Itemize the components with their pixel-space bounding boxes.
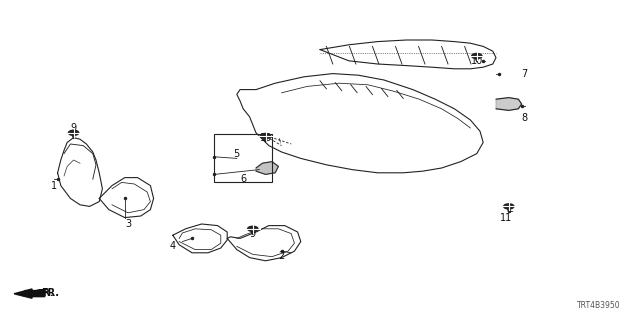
Polygon shape bbox=[14, 289, 45, 298]
Text: 10: 10 bbox=[470, 56, 483, 66]
Text: 7: 7 bbox=[522, 68, 528, 79]
Text: 8: 8 bbox=[522, 113, 528, 124]
Circle shape bbox=[472, 53, 482, 59]
Circle shape bbox=[68, 130, 79, 135]
Text: 6: 6 bbox=[240, 174, 246, 184]
Text: FR.: FR. bbox=[37, 289, 54, 298]
Text: 9: 9 bbox=[70, 123, 77, 133]
Text: 4: 4 bbox=[170, 241, 176, 252]
Text: TRT4B3950: TRT4B3950 bbox=[577, 301, 621, 310]
Text: 2: 2 bbox=[278, 251, 285, 261]
Text: FR.: FR. bbox=[42, 288, 60, 298]
Text: 3: 3 bbox=[125, 219, 131, 229]
Circle shape bbox=[248, 226, 258, 231]
Polygon shape bbox=[256, 162, 278, 174]
Text: 1: 1 bbox=[51, 180, 58, 191]
Text: 10: 10 bbox=[259, 132, 272, 143]
Circle shape bbox=[504, 204, 514, 209]
Polygon shape bbox=[496, 98, 522, 110]
Circle shape bbox=[260, 133, 271, 139]
Text: 5: 5 bbox=[234, 148, 240, 159]
Text: 11: 11 bbox=[499, 212, 512, 223]
Text: 9: 9 bbox=[250, 228, 256, 239]
